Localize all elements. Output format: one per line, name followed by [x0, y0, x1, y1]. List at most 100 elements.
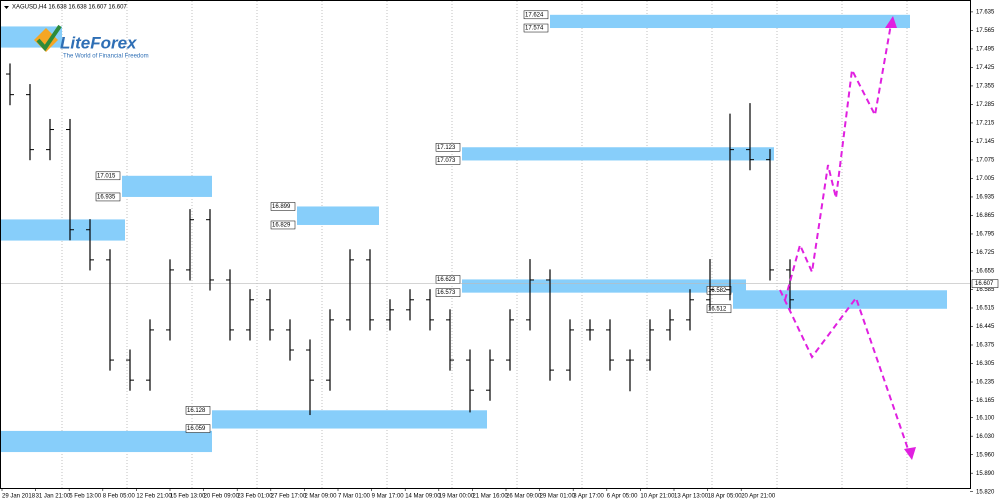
- zone-label: 16.935: [97, 195, 116, 201]
- y-tick-label: 17.215: [976, 121, 995, 127]
- header-arrow: [4, 6, 9, 9]
- header-text: XAGUSD,H4 16.638 16.638 16.607 16.607: [12, 5, 127, 11]
- y-tick-label: 17.635: [976, 9, 995, 15]
- down-forecast: [779, 289, 910, 453]
- zone: [212, 410, 487, 429]
- x-tick-label: 18 Apr 05:00: [708, 494, 743, 500]
- y-tick-label: 16.865: [976, 213, 995, 219]
- zone-label: 17.574: [525, 26, 544, 32]
- zone-label-box: [706, 304, 732, 314]
- y-tick-label: 17.145: [976, 139, 995, 145]
- logo-diamond: [34, 28, 58, 52]
- x-tick-label: 12 Feb 21:00: [136, 494, 172, 500]
- x-tick-label: 8 Feb 05:00: [103, 494, 136, 500]
- y-tick-label: 16.165: [976, 398, 995, 404]
- zone: [122, 175, 212, 197]
- vertical-grid: [61, 1, 908, 488]
- zone-label: 17.015: [97, 173, 116, 179]
- x-tick-label: 27 Feb 17:00: [271, 494, 307, 500]
- zone-label-box: [435, 288, 461, 297]
- y-tick-label: 16.655: [976, 269, 995, 275]
- x-tick-label: 26 Mar 09:00: [506, 494, 542, 500]
- x-tick-label: 23 Feb 01:00: [237, 494, 273, 500]
- zone-label-box: [95, 171, 121, 181]
- zone: [733, 290, 947, 309]
- x-tick-label: 5 Feb 13:00: [69, 494, 102, 500]
- zone-label-box: [523, 23, 549, 33]
- zone-label-box: [185, 424, 211, 433]
- y-tick-label: 16.030: [976, 434, 995, 440]
- zones: 17.624 17.574 17.123 17.073 17.015 16.935 16.8…: [1, 10, 947, 453]
- logo-name: LiteForex: [60, 33, 138, 52]
- x-tick-label: 21 Mar 16:00: [472, 494, 508, 500]
- y-tick-label: 16.515: [976, 306, 995, 312]
- zone-label: 16.582: [708, 288, 727, 294]
- zone-label: 17.123: [437, 145, 456, 151]
- zone-label-box: [435, 142, 461, 152]
- x-tick-label: 15 Feb 13:00: [170, 494, 206, 500]
- x-tick-label: 2 Mar 09:00: [304, 494, 337, 500]
- zone-label: 16.623: [437, 277, 456, 283]
- x-tick-label: 20 Apr 21:00: [741, 494, 776, 500]
- zone-label: 17.624: [525, 12, 544, 18]
- x-tick-label: 6 Apr 05:00: [607, 494, 638, 500]
- zone-label-box: [270, 202, 296, 211]
- x-tick-label: 31 Jan 21:00: [36, 494, 71, 500]
- logo-check: [36, 24, 62, 52]
- y-tick-label: 17.495: [976, 46, 995, 52]
- y-tick-label: 17.005: [976, 176, 995, 182]
- x-tick-label: 29 Jan 2018: [2, 494, 36, 500]
- zone: [550, 14, 910, 29]
- x-tick-label: 14 Mar 09:00: [405, 494, 441, 500]
- zone-label-box: [95, 192, 121, 202]
- x-tick-label: 9 Mar 17:00: [372, 494, 405, 500]
- zone: [297, 206, 379, 225]
- y-tick-label: 16.375: [976, 343, 995, 349]
- logo: LiteForex The World of Financial Freedom: [34, 24, 149, 60]
- y-tick-label: 17.565: [976, 28, 995, 34]
- zone-label: 16.059: [187, 426, 206, 432]
- logo-tagline: The World of Financial Freedom: [63, 54, 149, 60]
- down-arrowhead: [904, 447, 916, 460]
- y-tick-label: 16.100: [976, 415, 995, 421]
- plot-frame: [0, 0, 971, 489]
- y-tick-label: 16.235: [976, 380, 995, 386]
- last-price-label: 16.607: [975, 281, 994, 287]
- zone-label-box: [270, 220, 296, 230]
- y-tick-label: 16.725: [976, 250, 995, 256]
- bars: [1, 63, 970, 416]
- y-tick-label: 16.585: [976, 287, 995, 293]
- y-tick-label: 16.935: [976, 195, 995, 201]
- last-price-box: [971, 279, 999, 288]
- y-tick-label: 15.890: [976, 471, 995, 477]
- zone: [1, 219, 125, 241]
- zone-label-box: [523, 10, 549, 20]
- y-tick-label: 17.075: [976, 158, 995, 164]
- zone-label-box: [185, 406, 211, 415]
- zone-label: 16.829: [272, 223, 291, 229]
- y-tick-label: 17.425: [976, 65, 995, 71]
- x-tick-label: 19 Mar 00:00: [439, 494, 475, 500]
- zone-label: 16.128: [187, 408, 206, 414]
- x-tick-label: 20 Feb 09:00: [204, 494, 240, 500]
- y-tick-label: 17.355: [976, 83, 995, 89]
- y-tick-label: 17.285: [976, 102, 995, 108]
- zone-label-box: [706, 286, 732, 295]
- zone-label: 17.073: [437, 158, 456, 164]
- zone: [462, 279, 746, 293]
- zone: [462, 147, 774, 161]
- x-tick-label: 29 Mar 01:00: [540, 494, 576, 500]
- price-axis: 15.820 15.890 15.960 16.030 16.100 16.165 16.2…: [1, 9, 999, 500]
- x-tick-label: 13 Apr 13:00: [674, 494, 709, 500]
- y-tick-label: 15.820: [976, 489, 995, 495]
- y-tick-label: 16.795: [976, 232, 995, 238]
- y-tick-label: 16.445: [976, 324, 995, 330]
- forecast-arrows: [779, 16, 916, 460]
- y-tick-label: 16.305: [976, 361, 995, 367]
- x-tick-label: 3 Apr 17:00: [573, 494, 604, 500]
- zone: [1, 430, 212, 453]
- x-tick-label: 10 Apr 21:00: [640, 494, 675, 500]
- up-arrowhead: [885, 16, 897, 28]
- zone-label: 16.573: [437, 290, 456, 296]
